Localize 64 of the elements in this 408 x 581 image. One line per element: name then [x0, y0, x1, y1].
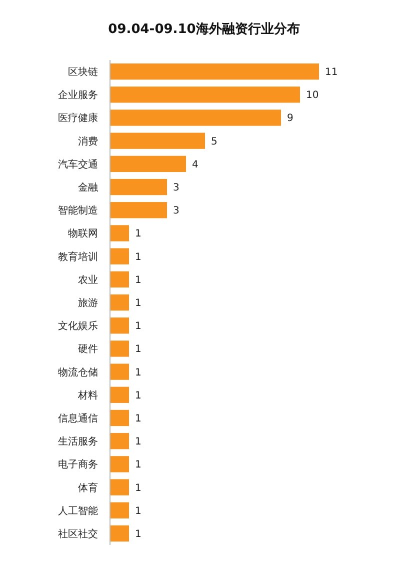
y-tick-label: 体育: [78, 482, 98, 494]
data-label: 1: [135, 298, 142, 309]
y-tick-label: 社区社交: [58, 528, 98, 540]
bar: [110, 364, 129, 380]
y-tick-label: 消费: [78, 135, 98, 148]
data-label: 3: [173, 182, 180, 194]
data-label: 10: [306, 90, 319, 102]
bar: [110, 202, 167, 218]
bar: [110, 502, 129, 518]
y-tick-label: 物联网: [68, 228, 98, 240]
data-label: 1: [135, 228, 142, 240]
data-label: 1: [135, 436, 142, 448]
y-tick-label: 材料: [77, 389, 98, 402]
y-tick-label: 教育培训: [58, 250, 98, 263]
bar: [110, 294, 129, 311]
data-label: 5: [211, 136, 218, 148]
chart-title: 09.04-09.10海外融资行业分布: [108, 22, 300, 37]
bar: [110, 525, 129, 542]
y-tick-label: 农业: [78, 274, 98, 286]
bar: [110, 432, 129, 450]
data-label: 11: [325, 67, 338, 78]
data-label: 1: [135, 528, 142, 540]
y-tick-label: 生活服务: [58, 436, 98, 448]
data-label: 1: [135, 482, 142, 494]
y-tick-label: 医疗健康: [58, 112, 98, 124]
data-label: 1: [135, 274, 142, 286]
y-tick-label: 硬件: [78, 344, 98, 356]
bar: [110, 63, 319, 80]
bar: [110, 156, 186, 172]
y-tick-label: 电子商务: [58, 458, 98, 471]
data-label: 4: [192, 159, 198, 170]
data-label: 9: [287, 113, 294, 124]
data-label: 1: [135, 413, 142, 424]
y-tick-label: 智能制造: [58, 204, 98, 217]
y-tick-label: 人工智能: [58, 504, 98, 517]
data-label: 1: [135, 367, 142, 378]
bar: [110, 225, 129, 242]
bar: [110, 479, 129, 496]
bar: [110, 271, 129, 288]
bar: [110, 178, 167, 196]
bar: [110, 110, 281, 126]
data-label: 1: [135, 321, 142, 332]
bar: [110, 456, 129, 472]
bar: [110, 386, 129, 403]
data-label: 1: [135, 506, 142, 517]
y-tick-label: 旅游: [78, 297, 98, 309]
bar: [110, 340, 129, 357]
data-label: 1: [135, 252, 142, 263]
data-label: 1: [135, 460, 142, 471]
bar: [110, 86, 300, 103]
y-tick-label: 金融: [78, 182, 98, 194]
y-tick-label: 企业服务: [58, 89, 98, 102]
data-label: 1: [135, 390, 142, 402]
y-tick-label: 汽车交通: [58, 158, 98, 170]
y-tick-label: 信息通信: [58, 412, 98, 424]
bar: [110, 318, 129, 334]
y-tick-label: 物流仓储: [58, 366, 98, 378]
data-label: 1: [135, 344, 142, 356]
y-tick-label: 区块链: [68, 66, 98, 78]
bar: [110, 132, 205, 149]
y-tick-label: 文化娱乐: [58, 320, 98, 332]
bar: [110, 410, 129, 426]
data-label: 3: [173, 206, 180, 217]
bar: [110, 248, 129, 264]
